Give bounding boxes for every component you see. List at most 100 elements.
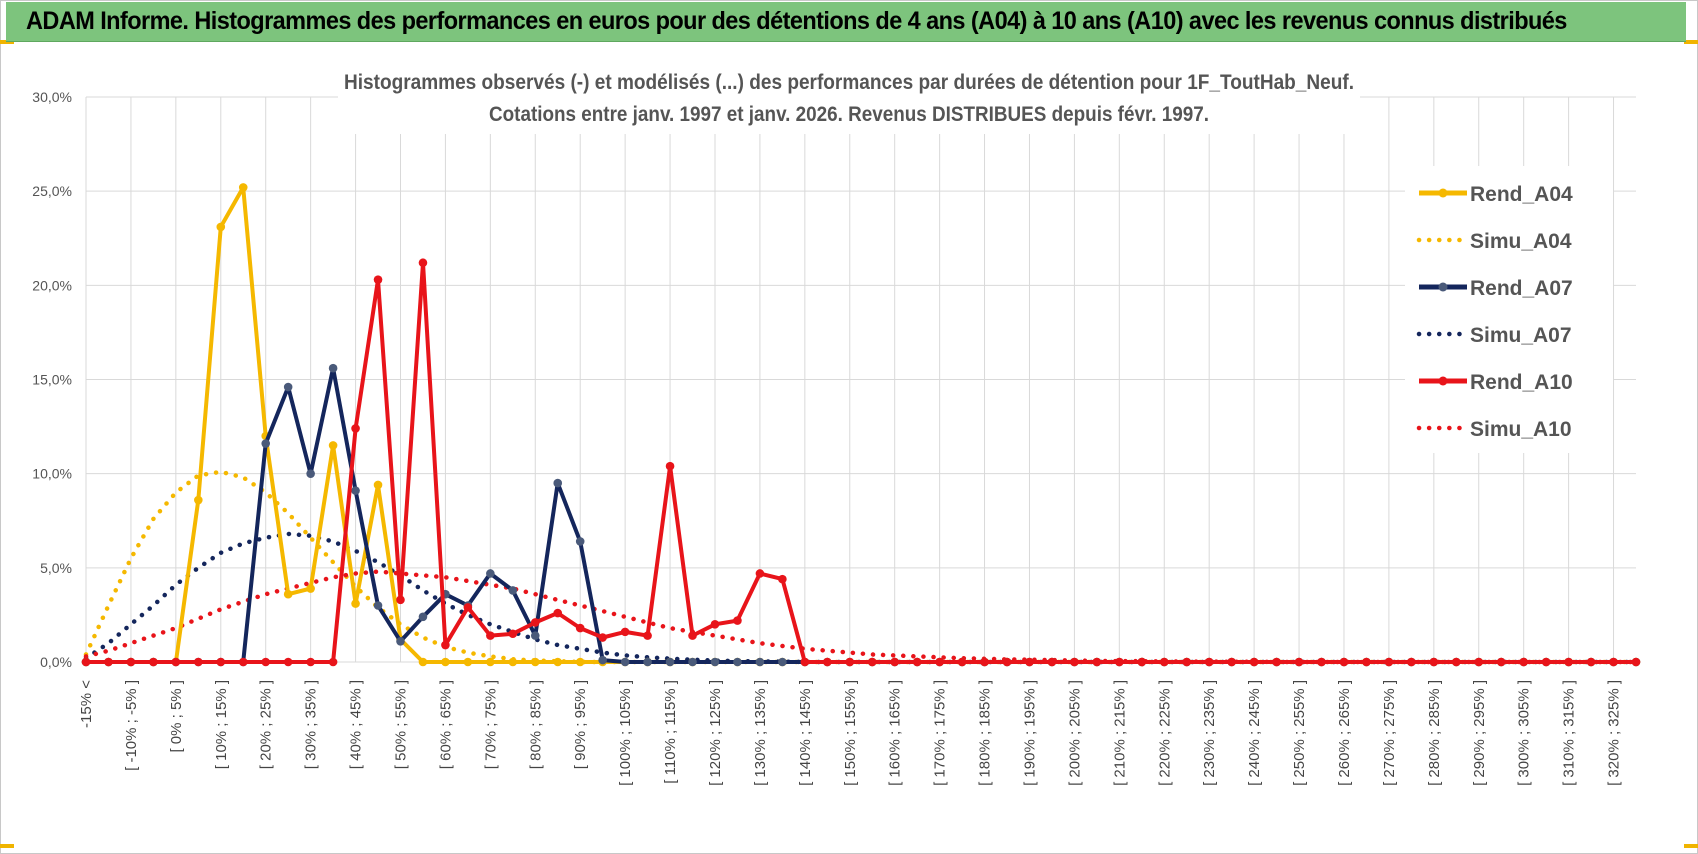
- data-point-rend-a04: [328, 441, 338, 450]
- series-line-simu-a04: [83, 469, 1639, 665]
- data-point-rend-a04: [575, 657, 585, 667]
- data-point-rend-a07: [733, 657, 742, 667]
- x-tick-label: [ 60% ; 65% ]: [437, 680, 454, 769]
- data-point-rend-a10: [1362, 657, 1371, 667]
- x-tick-label: [ 290% ; 295% ]: [1471, 680, 1488, 786]
- data-point-rend-a10: [778, 574, 787, 584]
- data-point-rend-a10: [283, 657, 293, 667]
- data-point-rend-a07: [598, 655, 607, 665]
- x-tick-label: [ 160% ; 165% ]: [887, 680, 904, 786]
- data-point-rend-a07: [553, 478, 563, 488]
- data-point-rend-a10: [755, 569, 765, 578]
- x-tick-label: [ 310% ; 315% ]: [1561, 680, 1578, 786]
- data-point-rend-a07: [351, 486, 360, 495]
- data-point-rend-a10: [81, 657, 91, 667]
- data-point-rend-a04: [351, 599, 360, 608]
- data-point-rend-a10: [1002, 657, 1012, 667]
- x-tick-label: [ -10% ; -5% ]: [123, 680, 140, 771]
- data-point-rend-a04: [463, 657, 473, 667]
- legend-label-rend-a07: Rend_A07: [1470, 277, 1573, 300]
- data-point-rend-a10: [1407, 657, 1416, 667]
- x-tick-label: [ 270% ; 275% ]: [1381, 680, 1398, 786]
- data-point-rend-a10: [351, 424, 360, 433]
- data-point-rend-a10: [306, 657, 315, 667]
- y-tick-label: 25,0%: [32, 183, 72, 199]
- data-point-rend-a10: [688, 631, 697, 640]
- corner-mark-top-left: [0, 40, 14, 44]
- data-point-rend-a10: [463, 603, 473, 612]
- data-point-rend-a07: [418, 612, 428, 622]
- data-point-rend-a07: [328, 363, 338, 373]
- x-tick-label: [ 100% ; 105% ]: [617, 680, 634, 786]
- data-point-rend-a10: [553, 608, 563, 618]
- data-point-rend-a10: [1586, 657, 1596, 667]
- data-point-rend-a04: [306, 584, 315, 593]
- series-line-rend-a10: [86, 260, 1636, 664]
- data-point-rend-a10: [396, 595, 405, 605]
- legend-marker-rend-a04: [1438, 188, 1448, 198]
- data-point-rend-a10: [1047, 657, 1057, 667]
- data-point-rend-a10: [980, 657, 989, 667]
- x-tick-label: [ 240% ; 245% ]: [1246, 680, 1263, 786]
- data-point-rend-a10: [935, 657, 944, 667]
- x-tick-label: -15% <: [78, 680, 95, 728]
- data-point-rend-a07: [665, 657, 675, 667]
- data-point-rend-a07: [688, 657, 697, 667]
- x-tick-label: [ 140% ; 145% ]: [797, 680, 814, 786]
- data-point-rend-a10: [1564, 657, 1573, 667]
- data-point-rend-a10: [1317, 657, 1326, 667]
- x-tick-label: [ 20% ; 25% ]: [258, 680, 275, 769]
- data-point-rend-a04: [418, 657, 428, 667]
- y-tick-label: 20,0%: [32, 277, 72, 293]
- data-point-rend-a10: [643, 631, 652, 640]
- data-point-rend-a10: [1384, 657, 1394, 667]
- x-tick-label: [ 200% ; 205% ]: [1066, 680, 1083, 786]
- corner-mark-bottom-right: [1684, 844, 1698, 848]
- data-point-rend-a04: [553, 657, 563, 667]
- x-tick-label: [ 180% ; 185% ]: [977, 680, 994, 786]
- legend-label-rend-a10: Rend_A10: [1470, 371, 1573, 394]
- data-point-rend-a04: [508, 657, 518, 667]
- data-point-rend-a07: [486, 569, 495, 578]
- data-point-rend-a10: [1182, 657, 1192, 667]
- data-point-rend-a10: [733, 616, 742, 625]
- legend-label-simu-a10: Simu_A10: [1470, 418, 1572, 441]
- data-point-rend-a10: [710, 620, 720, 629]
- series-line-simu-a10: [83, 569, 1639, 665]
- data-point-rend-a07: [283, 382, 293, 392]
- x-tick-label: [ 70% ; 75% ]: [482, 680, 499, 769]
- series-line-rend-a04: [86, 185, 1636, 664]
- data-point-rend-a10: [216, 657, 226, 667]
- data-point-rend-a10: [665, 461, 675, 471]
- data-point-rend-a10: [373, 275, 383, 284]
- y-tick-label: 30,0%: [32, 89, 72, 105]
- x-tick-label: [ 90% ; 95% ]: [572, 680, 589, 769]
- x-tick-label: [ 110% ; 115% ]: [662, 680, 679, 784]
- y-tick-label: 15,0%: [32, 372, 72, 388]
- legend-marker-rend-a10: [1438, 376, 1448, 386]
- legend-label-simu-a07: Simu_A07: [1470, 324, 1572, 347]
- corner-mark-top-right: [1684, 40, 1698, 44]
- chart-title: Histogrammes observés (-) et modélisés (…: [344, 71, 1354, 94]
- x-tick-label: [ 150% ; 155% ]: [842, 680, 859, 786]
- data-point-rend-a10: [598, 633, 607, 642]
- x-tick-label: [ 220% ; 225% ]: [1156, 680, 1173, 786]
- data-point-rend-a10: [957, 657, 967, 667]
- x-tick-label: [ 130% ; 135% ]: [752, 680, 769, 786]
- x-tick-label: [ 210% ; 215% ]: [1111, 680, 1128, 786]
- data-point-rend-a10: [486, 631, 495, 640]
- x-tick-label: [ 170% ; 175% ]: [932, 680, 949, 786]
- data-point-rend-a10: [126, 657, 136, 667]
- chart-title-background: [338, 62, 1360, 134]
- data-point-rend-a07: [620, 657, 630, 667]
- data-point-rend-a10: [1115, 657, 1124, 667]
- y-tick-label: 5,0%: [40, 560, 72, 576]
- x-tick-label: [ 30% ; 35% ]: [303, 680, 320, 769]
- data-point-rend-a10: [800, 657, 810, 667]
- data-point-rend-a10: [149, 657, 158, 667]
- data-point-rend-a10: [441, 640, 450, 650]
- data-point-rend-a10: [1272, 657, 1281, 667]
- data-point-rend-a07: [575, 537, 585, 546]
- report-banner: ADAM Informe. Histogrammes des performan…: [6, 2, 1686, 42]
